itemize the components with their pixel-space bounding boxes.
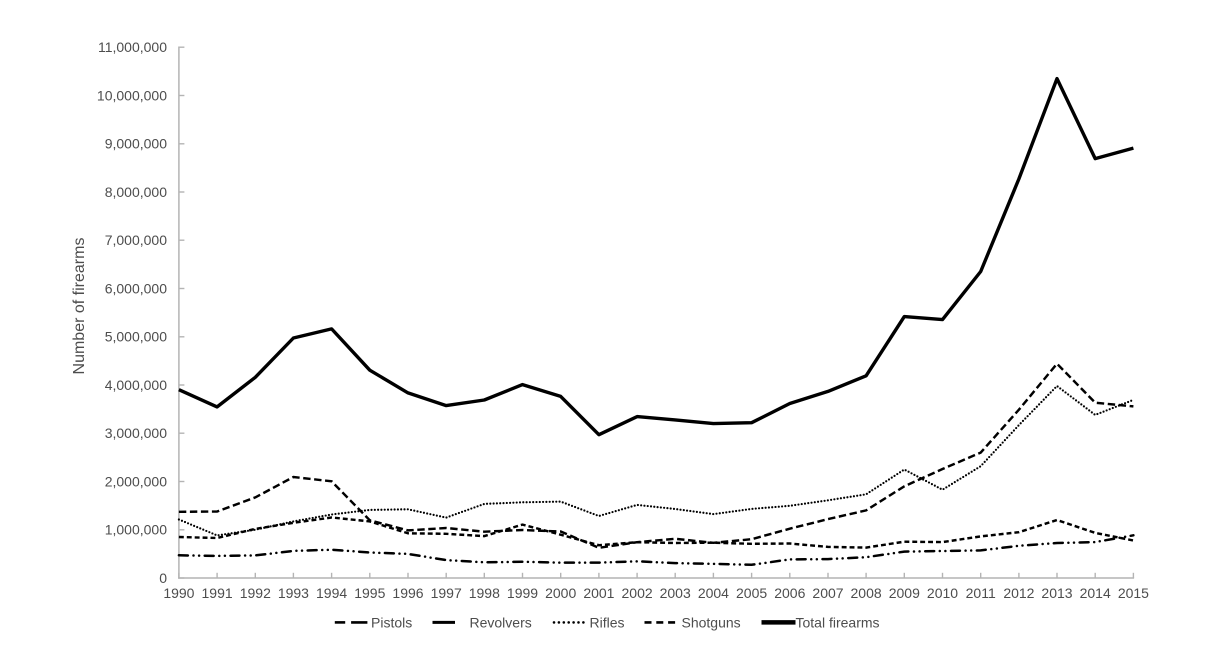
svg-text:3,000,000: 3,000,000 xyxy=(105,425,167,441)
svg-text:2001: 2001 xyxy=(583,585,614,601)
svg-text:1992: 1992 xyxy=(240,585,271,601)
svg-text:6,000,000: 6,000,000 xyxy=(105,280,167,296)
svg-text:2008: 2008 xyxy=(851,585,882,601)
svg-text:2010: 2010 xyxy=(927,585,958,601)
svg-text:1996: 1996 xyxy=(392,585,423,601)
svg-text:Total firearms: Total firearms xyxy=(796,614,880,630)
svg-text:Rifles: Rifles xyxy=(590,614,625,630)
svg-text:2006: 2006 xyxy=(774,585,805,601)
svg-text:2000: 2000 xyxy=(545,585,576,601)
svg-text:11,000,000: 11,000,000 xyxy=(98,39,167,55)
svg-text:2003: 2003 xyxy=(660,585,691,601)
svg-text:10,000,000: 10,000,000 xyxy=(97,87,167,103)
svg-text:2004: 2004 xyxy=(698,585,729,601)
svg-text:1999: 1999 xyxy=(507,585,538,601)
svg-text:1,000,000: 1,000,000 xyxy=(105,522,167,538)
svg-text:8,000,000: 8,000,000 xyxy=(105,184,167,200)
svg-text:7,000,000: 7,000,000 xyxy=(105,232,167,248)
svg-text:2015: 2015 xyxy=(1118,585,1149,601)
svg-text:1990: 1990 xyxy=(163,585,194,601)
svg-text:Shotguns: Shotguns xyxy=(682,614,741,630)
svg-text:2014: 2014 xyxy=(1080,585,1111,601)
svg-text:9,000,000: 9,000,000 xyxy=(105,136,167,152)
svg-text:1991: 1991 xyxy=(202,585,233,601)
svg-text:2002: 2002 xyxy=(622,585,653,601)
svg-text:1998: 1998 xyxy=(469,585,500,601)
svg-text:2,000,000: 2,000,000 xyxy=(105,473,167,489)
svg-text:Number of firearms: Number of firearms xyxy=(71,238,88,375)
svg-text:2011: 2011 xyxy=(966,585,996,601)
svg-text:5,000,000: 5,000,000 xyxy=(105,329,167,345)
svg-text:1994: 1994 xyxy=(316,585,347,601)
svg-text:1995: 1995 xyxy=(354,585,385,601)
svg-text:Revolvers: Revolvers xyxy=(470,614,532,630)
svg-text:1997: 1997 xyxy=(431,585,462,601)
svg-text:0: 0 xyxy=(159,570,167,586)
svg-text:Pistols: Pistols xyxy=(371,614,412,630)
svg-text:2013: 2013 xyxy=(1041,585,1072,601)
svg-text:1993: 1993 xyxy=(278,585,309,601)
svg-text:2005: 2005 xyxy=(736,585,767,601)
svg-text:2012: 2012 xyxy=(1003,585,1034,601)
svg-text:4,000,000: 4,000,000 xyxy=(105,377,167,393)
svg-text:2007: 2007 xyxy=(812,585,843,601)
svg-text:2009: 2009 xyxy=(889,585,920,601)
